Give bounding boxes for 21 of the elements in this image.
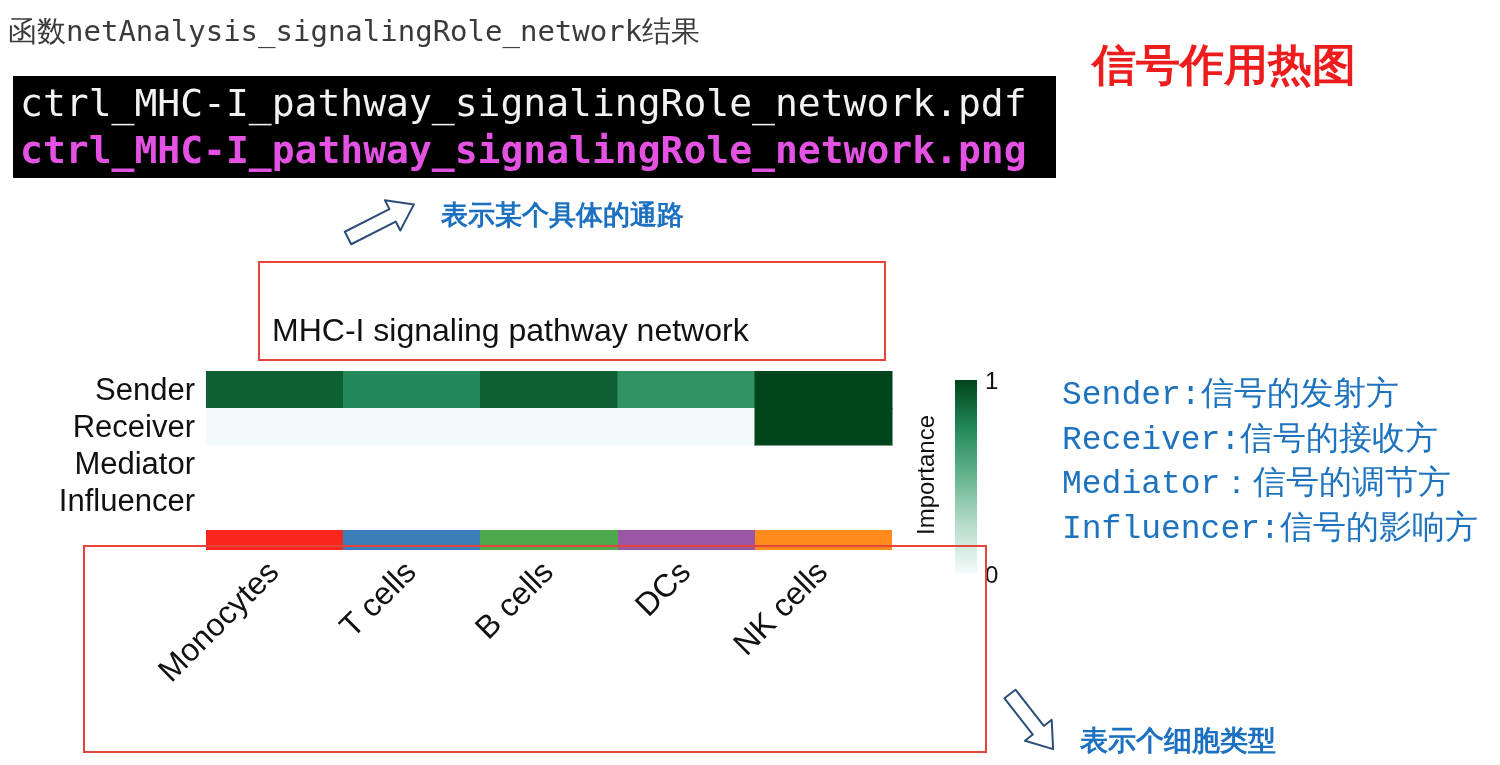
text: ctrl_MHC-I_pathway_signalingRole_network.png	[20, 128, 1027, 172]
text: Influencer:信号的影响方	[1062, 509, 1478, 548]
text: 信号作用热图	[1090, 40, 1356, 89]
y-tick-label: Sender	[95, 372, 195, 407]
y-tick-label: Receiver	[72, 409, 195, 444]
chart-title: MHC-I signaling pathway network	[272, 312, 750, 348]
text: ctrl_MHC-I_pathway_signalingRole_network.pdf	[20, 81, 1027, 126]
text: 表示某个具体的通路	[440, 200, 684, 230]
y-tick-label: Mediator	[74, 446, 195, 481]
x-tick-label: T cells	[332, 553, 423, 644]
color-bar-title: Importance	[912, 414, 939, 536]
text: 表示个细胞类型	[1079, 725, 1276, 756]
color-bar-label: 1	[985, 366, 999, 394]
text: Receiver:信号的接收方	[1062, 420, 1439, 459]
text: Sender:信号的发射方	[1062, 375, 1399, 414]
text: Mediator：信号的调节方	[1062, 464, 1452, 503]
y-tick-label: Influencer	[58, 483, 195, 518]
x-tick-label: B cells	[467, 553, 560, 646]
x-tick-label: DCs	[627, 553, 698, 623]
text: 函数netAnalysis_signalingRole_network结果	[8, 14, 701, 49]
x-tick-label: NK cells	[725, 553, 835, 662]
